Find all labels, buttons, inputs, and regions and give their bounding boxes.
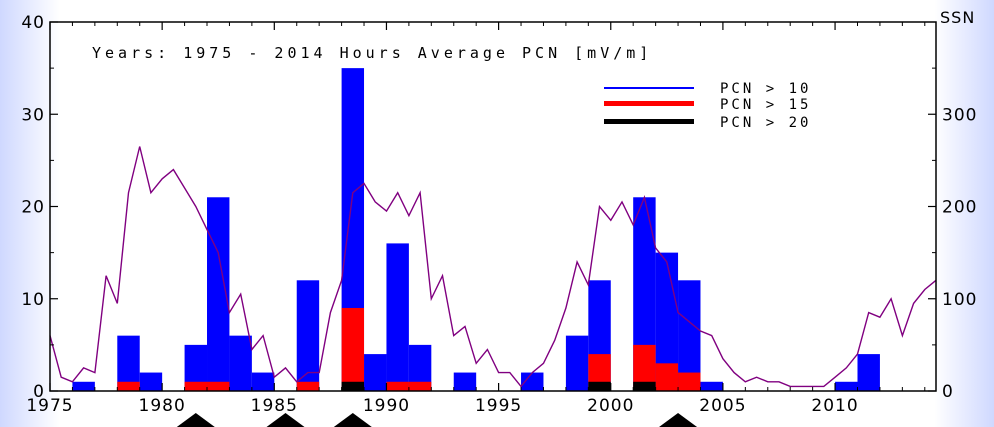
bar-pcn15-1988 xyxy=(341,307,365,391)
bar-pcn10-1998 xyxy=(565,335,589,391)
x-tick-label-2005: 2005 xyxy=(699,396,746,416)
bar-pcn10-1984 xyxy=(251,372,275,391)
bar-pcn15-1978 xyxy=(117,381,140,391)
x-tick-label-2010: 2010 xyxy=(811,396,858,416)
chart-title: Years: 1975 - 2014 Hours Average PCN [mV… xyxy=(92,44,652,62)
y-tick-label-0: 0 xyxy=(33,382,45,402)
bar-pcn15-1990 xyxy=(386,381,409,391)
bar-pcn15-1982 xyxy=(207,381,230,391)
bar-pcn10-2010 xyxy=(835,381,858,391)
bar-pcn10-1986 xyxy=(296,280,320,391)
x-tick-label-1990: 1990 xyxy=(363,396,410,416)
legend-label-red: PCN > 15 xyxy=(720,97,811,113)
x-tick-label-2000: 2000 xyxy=(587,396,634,416)
x-tick-label-1985: 1985 xyxy=(251,396,298,416)
ssn-layer xyxy=(49,146,937,388)
y-tick-label-30: 30 xyxy=(21,105,45,125)
y-tick-label-20: 20 xyxy=(21,198,45,218)
plot-frame xyxy=(49,21,937,392)
ticks-layer: 1975 1980 1985 1990 1995 2000 2005 201001020304… xyxy=(21,13,977,416)
event-marker-3 xyxy=(333,413,372,427)
bar-pcn15-2003 xyxy=(678,372,701,391)
bar-pcn20-1988 xyxy=(341,381,365,391)
bar-pcn20-2001 xyxy=(633,381,656,391)
y2-tick-label-300: 300 xyxy=(942,105,977,125)
event-markers xyxy=(176,413,698,427)
bar-pcn10-2001 xyxy=(633,197,656,391)
bar-pcn10-1979 xyxy=(139,372,163,391)
x-tick-label-1975: 1975 xyxy=(26,396,73,416)
bar-pcn10-1991 xyxy=(408,344,432,391)
bars-layer xyxy=(72,68,880,391)
y2-tick-label-200: 200 xyxy=(942,198,977,218)
bar-pcn20-1999 xyxy=(588,381,611,391)
bar-pcn10-1982 xyxy=(207,197,230,391)
bar-pcn15-1986 xyxy=(296,381,320,391)
bar-pcn15-2002 xyxy=(655,363,679,391)
y2-axis-title: SSN xyxy=(940,8,975,27)
event-marker-2 xyxy=(266,413,305,427)
y-tick-label-10: 10 xyxy=(21,290,45,310)
legend-label-black: PCN > 20 xyxy=(720,115,811,131)
event-marker-1 xyxy=(176,413,215,427)
legend-swatch-black xyxy=(604,119,694,124)
event-marker-4 xyxy=(659,413,698,427)
bar-pcn10-2004 xyxy=(700,381,723,391)
bar-pcn10-1993 xyxy=(453,372,477,391)
y2-tick-label-100: 100 xyxy=(942,290,977,310)
bar-pcn10-1981 xyxy=(184,344,208,391)
ssn-line xyxy=(49,146,937,388)
legend: PCN > 10 PCN > 15 PCN > 20 xyxy=(604,81,811,131)
bar-pcn10-2011 xyxy=(857,354,880,391)
y-tick-label-40: 40 xyxy=(21,13,45,33)
bar-pcn10-1978 xyxy=(117,335,140,391)
legend-label-blue: PCN > 10 xyxy=(720,81,811,97)
bar-pcn10-1989 xyxy=(364,354,387,391)
x-tick-label-1980: 1980 xyxy=(139,396,186,416)
bar-pcn10-1983 xyxy=(229,335,252,391)
bar-pcn15-2001 xyxy=(633,344,656,391)
legend-swatch-red xyxy=(604,101,694,106)
y2-tick-label-0: 0 xyxy=(942,382,954,402)
bar-pcn15-1981 xyxy=(184,381,208,391)
bar-pcn10-1976 xyxy=(72,381,95,391)
bar-pcn10-1990 xyxy=(386,243,409,391)
bar-pcn10-1996 xyxy=(521,372,544,391)
bar-pcn10-2003 xyxy=(678,280,701,391)
x-tick-label-1995: 1995 xyxy=(475,396,522,416)
bar-pcn15-1991 xyxy=(408,381,432,391)
